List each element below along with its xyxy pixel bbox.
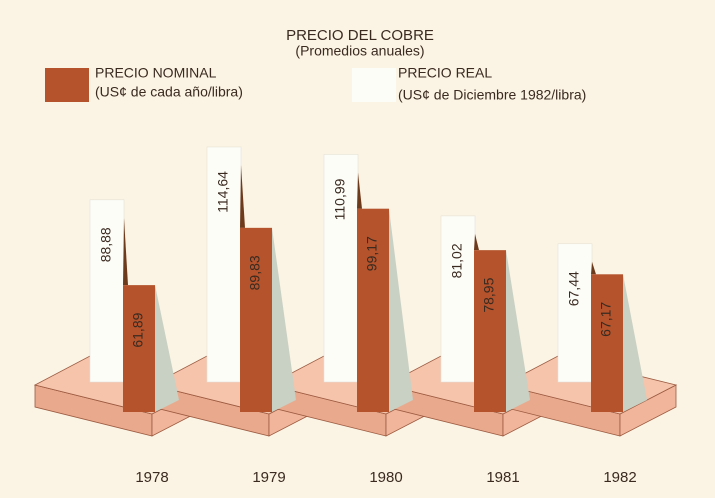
data-label: 67,44 (566, 271, 582, 306)
bar (240, 227, 272, 412)
bar (474, 250, 506, 412)
bar (557, 243, 593, 383)
bar (440, 215, 476, 383)
bar-sliver (474, 233, 479, 251)
legend-note: (US¢ de cada año/libra) (95, 84, 243, 100)
bar-side (155, 285, 179, 412)
data-label: 67,17 (598, 302, 614, 337)
bar-sliver (357, 172, 362, 209)
x-tick-label: 1982 (603, 469, 636, 486)
data-label: 99,17 (364, 236, 380, 271)
x-tick-label: 1978 (135, 469, 168, 486)
bar (357, 208, 389, 412)
legend-swatch (352, 68, 396, 102)
bar (323, 154, 359, 383)
chart-title: PRECIO DEL COBRE (286, 27, 434, 44)
bar-side (389, 208, 413, 412)
data-label: 78,95 (481, 277, 497, 312)
legend-label: PRECIO NOMINAL (95, 65, 217, 81)
x-tick-label: 1979 (252, 469, 285, 486)
data-label: 81,02 (449, 243, 465, 278)
data-label: 61,89 (130, 312, 146, 347)
data-label: 88,88 (98, 227, 114, 262)
data-label: 110,99 (332, 178, 348, 220)
bar (591, 274, 623, 412)
bar-side (506, 250, 530, 412)
x-tick-label: 1980 (369, 469, 402, 486)
legend-label: PRECIO REAL (398, 65, 492, 81)
chart-subtitle: (Promedios anuales) (295, 43, 424, 59)
bar-sliver (240, 164, 245, 228)
data-label: 89,83 (247, 255, 263, 290)
legend-swatch (45, 68, 89, 102)
legend-note: (US¢ de Diciembre 1982/libra) (398, 87, 586, 103)
bar (206, 146, 242, 383)
bar-side (272, 227, 296, 412)
bar-sliver (123, 217, 128, 286)
bar-sliver (591, 261, 596, 275)
bar-side (623, 274, 647, 412)
bar (89, 199, 125, 383)
data-label: 114,64 (215, 171, 231, 213)
bar (123, 285, 155, 412)
x-tick-label: 1981 (486, 469, 519, 486)
